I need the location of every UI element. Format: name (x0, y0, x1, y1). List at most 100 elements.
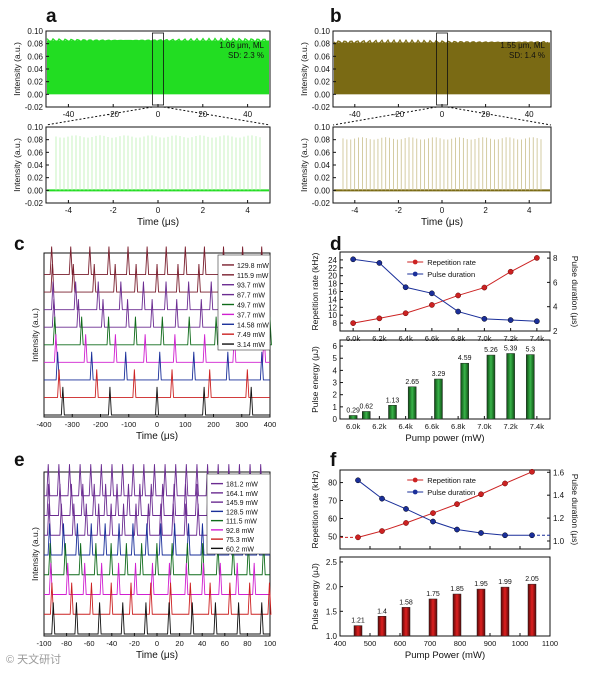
b_bottom-y-ticklabel: 0.04 (314, 161, 330, 170)
b_top-y-ticklabel: 0.04 (314, 65, 330, 74)
d_top-x-ticklabel: 6.2k (372, 334, 386, 343)
b_top-zoom-guide-left (332, 106, 437, 126)
f_top-y-ticklabel: 80 (328, 479, 337, 488)
e-x-ticklabel: 40 (198, 639, 206, 648)
e-x-ticklabel: 20 (175, 639, 183, 648)
a_top-x-ticklabel: 20 (198, 110, 207, 119)
d_top-x-ticklabel: 6.4k (399, 334, 413, 343)
e-x-ticklabel: 60 (221, 639, 229, 648)
d_bottom-x-ticklabel: 7.0k (477, 422, 491, 431)
d_bottom-bar (388, 405, 397, 420)
b_top-signal-band (334, 42, 550, 95)
f_top-ylabel: Repetition rate (kHz) (310, 470, 320, 548)
b_bottom-y-ticklabel: 0.08 (314, 136, 330, 145)
b_bottom-x-ticklabel: -2 (395, 206, 403, 215)
d_top-duration-point (429, 290, 435, 297)
b_bottom-y-ticklabel: 0.02 (314, 174, 330, 183)
b_bottom-y-ticklabel: -0.02 (312, 199, 331, 208)
d_bottom-y-ticklabel: 4 (333, 366, 338, 375)
d_bottom-ylabel: Pulse energy (μJ) (310, 346, 320, 413)
a_top-ylabel: Intensity (a.u.) (12, 42, 22, 96)
b_top-y-ticklabel: 0.02 (314, 78, 330, 87)
d_top-x-ticklabel: 6.8k (451, 334, 465, 343)
d_bottom-bar-label: 5.3 (525, 347, 535, 354)
c-legend-label: 14.58 mW (237, 322, 269, 329)
f_bottom-x-ticklabel: 700 (424, 639, 437, 648)
d_bottom-bar-label: 0.62 (359, 403, 373, 410)
d_bottom-bar-label: 3.29 (432, 371, 446, 378)
panel-letter-e: e (14, 450, 25, 471)
f_bottom-bar (428, 598, 438, 637)
d_top-duration-point (507, 317, 514, 323)
d_top-repetition-point (350, 320, 356, 326)
e-legend-label: 111.5 mW (226, 519, 257, 526)
d_top-legend-marker (412, 259, 418, 265)
f_bottom-bar-label: 1.75 (426, 591, 440, 598)
d_bottom-y-ticklabel: 0 (333, 415, 338, 424)
f_top-duration-point (478, 530, 484, 536)
b_top-zoom-guide-right (447, 106, 552, 126)
d_top-legend-marker (412, 271, 418, 277)
d_bottom-bar-label: 5.26 (484, 347, 498, 354)
d_bottom-bar (460, 362, 469, 420)
a_top-y-ticklabel: 0.10 (27, 27, 43, 36)
d_top-repetition-point (455, 292, 461, 299)
f_bottom-bar (353, 625, 363, 637)
d_top-duration-point (534, 318, 540, 325)
d_top-y2-ticklabel: 8 (553, 254, 558, 263)
e-x-ticklabel: -80 (61, 639, 72, 648)
d_top-repetition-point (376, 315, 383, 322)
f_bottom-bar-label: 1.95 (474, 581, 488, 588)
d_top-duration-point (481, 315, 488, 322)
f_bottom-bar (476, 588, 486, 637)
f_bottom-x-ticklabel: 600 (394, 639, 407, 648)
b_top-y-ticklabel: 0.06 (314, 52, 330, 61)
a_top-y-ticklabel: -0.02 (25, 103, 44, 112)
c-x-ticklabel: -200 (93, 420, 108, 429)
d_top-repetition-point (481, 284, 488, 291)
b_top-y-ticklabel: 0.08 (314, 40, 330, 49)
b_bottom-x-ticklabel: 0 (440, 206, 445, 215)
f_bottom-bar (500, 586, 510, 637)
panel-letter-c: c (14, 234, 25, 255)
d_bottom-x-ticklabel: 7.4k (530, 422, 544, 431)
d_bottom-x-ticklabel: 6.2k (372, 422, 386, 431)
b_top-x-ticklabel: -20 (393, 110, 405, 119)
f_bottom-bar (452, 593, 462, 637)
d_top-y-ticklabel: 14 (328, 295, 337, 304)
a_top-annotation-2: SD: 2.3 % (228, 51, 264, 60)
e-legend-label: 181.2 mW (226, 482, 258, 489)
d_top-ylabel: Repetition rate (kHz) (310, 252, 320, 330)
f_top-repetition-point (478, 491, 484, 498)
f_bottom-y-ticklabel: 2.0 (326, 583, 338, 592)
c-legend-label: 7.49 mW (237, 332, 265, 339)
d_top-y-ticklabel: 22 (328, 264, 337, 273)
f_top-duration-point (379, 495, 385, 502)
d_top-y-ticklabel: 16 (328, 288, 337, 297)
c-x-ticklabel: 0 (155, 420, 159, 429)
f_bottom-y-ticklabel: 1.5 (326, 607, 338, 616)
d_top-x-ticklabel: 6.0k (346, 334, 360, 343)
d_bottom-bar (506, 353, 515, 420)
a_bottom-y-ticklabel: -0.02 (25, 199, 44, 208)
b_top-annotation-2: SD: 1.4 % (509, 51, 545, 60)
d_bottom-bar-label: 2.65 (405, 379, 419, 386)
c-legend-label: 129.8 mW (237, 263, 269, 270)
f_top-legend-marker (412, 477, 418, 483)
a_bottom-y-ticklabel: 0.02 (27, 174, 43, 183)
b_top-y-ticklabel: -0.02 (312, 103, 331, 112)
f_top-legend-label: Repetition rate (427, 476, 476, 485)
f_top-duration-point (502, 532, 508, 539)
d_bottom-y-ticklabel: 6 (333, 342, 338, 351)
d_top-y-ticklabel: 24 (328, 256, 337, 265)
d_bottom-y-ticklabel: 2 (333, 391, 338, 400)
e-x-ticklabel: -20 (129, 639, 140, 648)
a_top-y-ticklabel: 0.06 (27, 52, 43, 61)
a_top-y-ticklabel: 0.04 (27, 65, 43, 74)
a_top-zoom-guide-right (163, 106, 271, 126)
f_top-y2-ticklabel: 1.4 (553, 491, 565, 500)
a_top-zoom-box (151, 32, 164, 106)
a_top-x-ticklabel: -20 (107, 110, 119, 119)
d_bottom-bar-label: 4.59 (458, 355, 472, 362)
f_bottom-ylabel: Pulse energy (μJ) (310, 563, 320, 630)
